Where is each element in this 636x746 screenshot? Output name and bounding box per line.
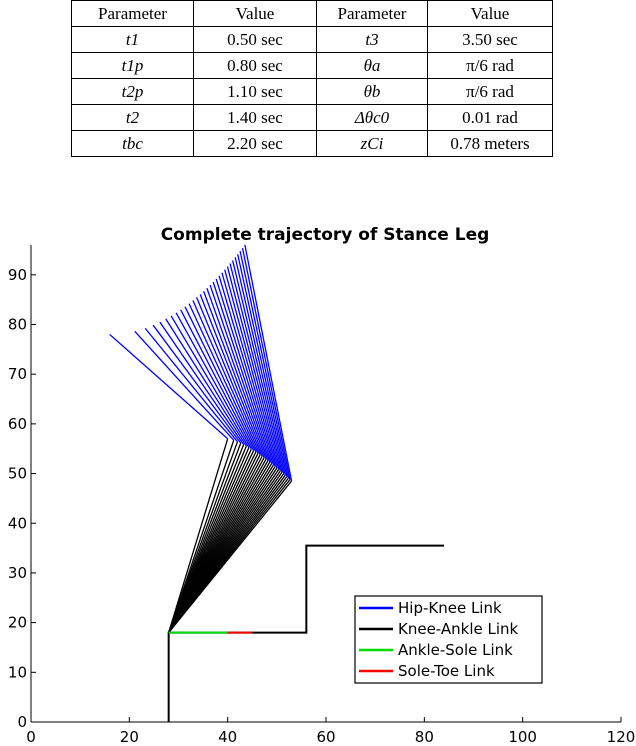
parameter-table: Parameter Value Parameter Value t1 0.50 … <box>71 0 553 157</box>
param-t2p: t2p <box>71 78 194 105</box>
hip-knee-link <box>241 247 291 480</box>
hip-knee-link <box>209 284 271 463</box>
hip-knee-link <box>144 327 239 443</box>
table-row: t1p 0.80 sec θa π/6 rad <box>71 52 553 79</box>
hip-knee-link <box>215 278 275 466</box>
table-row: tbc 2.20 sec zCi 0.78 meters <box>71 130 553 157</box>
hip-knee-link <box>229 263 283 473</box>
hip-knee-link <box>218 275 276 467</box>
header-parameter-1: Parameter <box>71 0 194 27</box>
y-tick-label: 30 <box>8 564 27 582</box>
legend-entry: Ankle-Sole Link <box>398 641 513 659</box>
y-tick-label: 40 <box>8 514 27 532</box>
chart-title: Complete trajectory of Stance Leg <box>161 225 490 245</box>
hip-knee-link <box>232 260 285 474</box>
value-cell: 0.01 rad <box>427 104 553 131</box>
header-value-2: Value <box>427 0 553 27</box>
hip-knee-link <box>203 291 267 460</box>
x-tick-label: 100 <box>508 728 537 746</box>
hip-knee-link <box>239 251 290 479</box>
knee-ankle-link <box>168 440 235 633</box>
legend-box <box>354 595 543 684</box>
value-cell: 2.20 sec <box>193 130 317 157</box>
y-tick-label: 80 <box>8 316 27 334</box>
y-tick-label: 10 <box>8 663 27 681</box>
hip-knee-link <box>234 257 286 476</box>
hip-knee-link <box>184 306 257 453</box>
x-tick-label: 20 <box>120 728 139 746</box>
y-tick-label: 0 <box>17 713 27 731</box>
y-tick-label: 70 <box>8 365 27 383</box>
table-header-row: Parameter Value Parameter Value <box>71 0 553 27</box>
param-t3: t3 <box>316 26 428 53</box>
table-row: t1 0.50 sec t3 3.50 sec <box>71 26 553 53</box>
hip-knee-link <box>134 330 235 441</box>
knee-ankle-link <box>168 480 293 633</box>
value-cell: 3.50 sec <box>427 26 553 53</box>
legend-entry: Sole-Toe Link <box>398 662 495 680</box>
y-tick-label: 60 <box>8 415 27 433</box>
hip-knee-link <box>152 324 242 444</box>
hip-knee-link <box>212 281 273 464</box>
header-value-1: Value <box>193 0 317 27</box>
parameter-table-wrap: Parameter Value Parameter Value t1 0.50 … <box>71 0 553 157</box>
param-theta-a: θa <box>316 52 428 79</box>
x-tick-label: 60 <box>316 728 335 746</box>
hip-knee-link <box>237 254 288 477</box>
hip-knee-link <box>244 244 293 482</box>
hip-knee-link <box>226 266 281 471</box>
x-tick-label: 0 <box>26 728 36 746</box>
hip-knee-link <box>109 333 229 440</box>
value-cell: 1.10 sec <box>193 78 317 105</box>
knee-ankle-link <box>168 438 229 633</box>
legend-entry: Hip-Knee Link <box>398 599 502 617</box>
hip-knee-link <box>180 309 255 451</box>
ground-line <box>167 544 444 722</box>
y-tick-label: 20 <box>8 614 27 632</box>
axes: 0 20 40 60 80 100 120 0 10 20 30 40 50 60 70 80 90 <box>8 245 635 746</box>
param-t2: t2 <box>71 104 194 131</box>
value-cell: π/6 rad <box>427 52 553 79</box>
plot-lines <box>109 244 444 722</box>
hip-knee-link <box>175 312 252 450</box>
x-tick-label: 80 <box>415 728 434 746</box>
hip-knee-link <box>188 303 259 454</box>
param-t1p: t1p <box>71 52 194 79</box>
value-cell: 0.78 meters <box>427 130 553 157</box>
x-tick-label: 120 <box>607 728 636 746</box>
hip-knee-link <box>206 287 269 461</box>
param-tbc: tbc <box>71 130 194 157</box>
hip-knee-link <box>224 269 280 470</box>
value-cell: π/6 rad <box>427 78 553 105</box>
hip-knee-link <box>165 318 247 447</box>
param-symbol: t1 <box>125 29 140 49</box>
hip-knee-link <box>170 315 250 448</box>
y-tick-label: 50 <box>8 465 27 483</box>
hip-knee-link <box>196 297 263 457</box>
x-tick-label: 40 <box>218 728 237 746</box>
table-row: t2p 1.10 sec θb π/6 rad <box>71 78 553 105</box>
legend-entry: Knee-Ankle Link <box>398 620 519 638</box>
hip-knee-link <box>199 294 265 458</box>
hip-knee-link <box>221 272 278 469</box>
value-cell: 0.80 sec <box>193 52 317 79</box>
param-theta-b: θb <box>316 78 428 105</box>
hip-knee-link <box>192 300 261 456</box>
hip-knee-link <box>159 321 245 445</box>
table-row: t2 1.40 sec Δθc0 0.01 rad <box>71 104 553 131</box>
legend: Hip-Knee Link Knee-Ankle Link Ankle-Sole L… <box>354 595 543 684</box>
y-tick-label: 90 <box>8 266 27 284</box>
